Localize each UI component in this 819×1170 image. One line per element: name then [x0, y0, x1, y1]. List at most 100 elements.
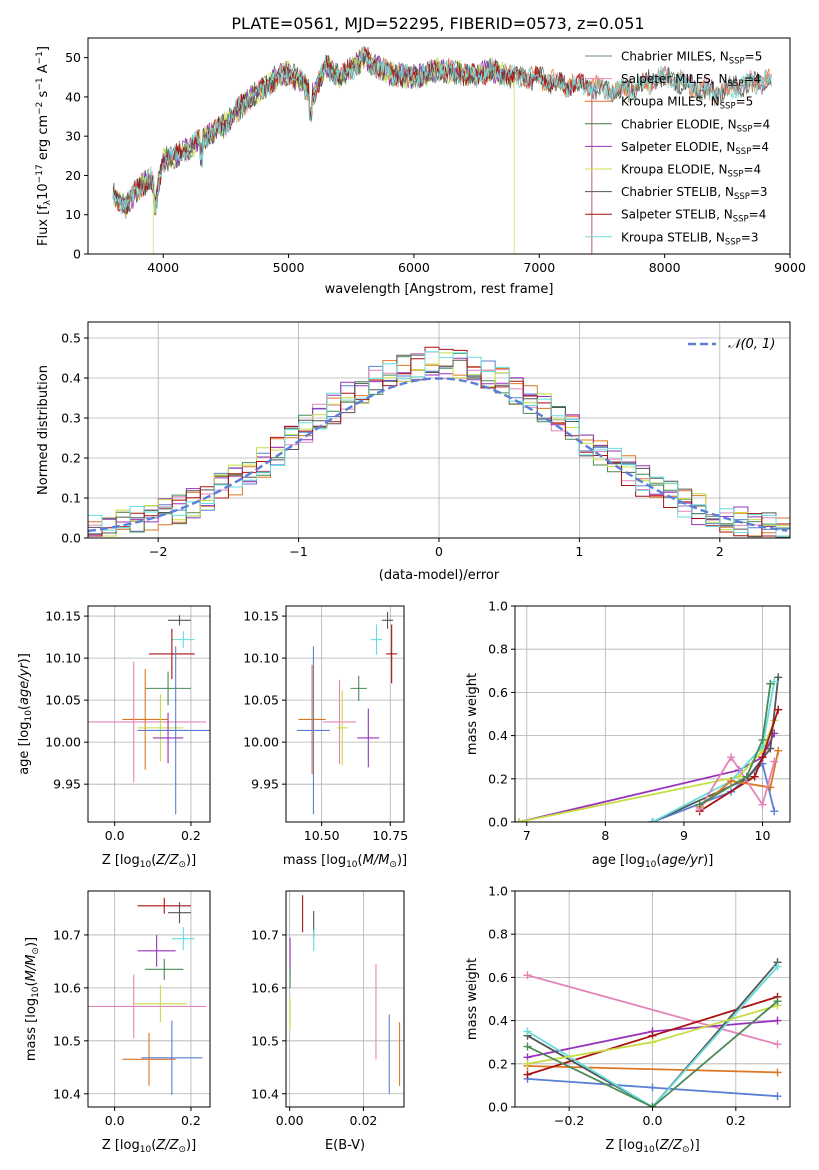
y-tick-label: 0.3 — [61, 411, 81, 426]
weight-series — [527, 974, 778, 1046]
weight-series — [699, 683, 772, 806]
y-tick-label: 0.0 — [61, 531, 81, 546]
errorbar-point — [137, 934, 176, 967]
y-tick-label: 10.10 — [45, 651, 81, 666]
y-tick-label: 10.7 — [251, 927, 279, 942]
x-tick-label: 0.2 — [181, 828, 201, 843]
y-tick-label: 10.05 — [45, 693, 81, 708]
figure-title: PLATE=0561, MJD=52295, FIBERID=0573, z=0… — [231, 14, 644, 33]
errorbar-point — [350, 675, 367, 701]
y-tick-label: 0.0 — [488, 815, 508, 830]
y-tick-label: 1.0 — [488, 884, 508, 899]
panel-residuals: −2 −1 0 1 2 0.0 0.1 0.2 0.3 0.4 0.5 𝒩(0, 1) (data-mo… — [36, 321, 791, 583]
panel-age-vs-mass: 10.50 10.75 9.95 10.00 10.05 10.10 10.15 mass [… — [243, 605, 408, 870]
errorbar-point — [88, 661, 207, 783]
legend-label: Chabrier STELIB, NSSP=3 — [621, 185, 768, 202]
errorbar-point — [133, 985, 188, 1023]
weight-series — [527, 961, 779, 1107]
y-tick-label: 10.05 — [243, 693, 279, 708]
x-tick-label: 5000 — [273, 260, 305, 275]
y-tick-label: 0.8 — [488, 927, 508, 942]
axes-frame — [87, 605, 211, 823]
weight-marker — [758, 800, 767, 809]
weight-series — [699, 750, 780, 808]
residual-histogram — [88, 346, 790, 538]
y-tick-label: 10.5 — [53, 1033, 81, 1048]
panel-age-vs-Z: 0.0 0.2 9.95 10.00 10.05 10.10 10.15 Z [log10(Z… — [17, 605, 211, 870]
weight-marker — [750, 772, 759, 781]
errorbar-point — [88, 974, 207, 1039]
x-tick-label: −0.2 — [554, 1113, 584, 1128]
weight-marker — [523, 1070, 532, 1079]
y-tick-label: 10.6 — [251, 980, 279, 995]
panel-spectrum: 4000 5000 6000 7000 8000 9000 0 10 20 30 40 50 Chabr… — [35, 37, 806, 297]
y-tick-label: 0.2 — [61, 451, 81, 466]
x-tick-label: 10 — [755, 828, 771, 843]
errorbar-point — [168, 902, 191, 924]
x-tick-label: 0.00 — [276, 1113, 304, 1128]
x-axis-label: Z [log10(Z/Z⊙)] — [102, 1138, 196, 1155]
errorbar-point — [336, 690, 348, 766]
legend-label: Kroupa ELODIE, NSSP=4 — [621, 163, 761, 180]
legend-label: Kroupa MILES, NSSP=5 — [621, 95, 753, 112]
panel-weight-vs-age: 7 8 9 10 0.0 0.2 0.4 0.6 0.8 1.0 mass weight age [l… — [465, 599, 791, 870]
weight-marker — [648, 818, 657, 822]
weight-marker — [770, 807, 779, 816]
errorbar-point — [145, 671, 191, 706]
weight-series — [518, 720, 776, 822]
plot-area — [88, 346, 790, 538]
x-axis-label: wavelength [Angstrom, rest frame] — [325, 282, 554, 297]
y-axis-label: Normed distribution — [36, 365, 51, 495]
x-tick-label: 8 — [601, 828, 609, 843]
weight-marker — [695, 800, 704, 809]
y-axis-label: age [log10(age/yr)] — [17, 653, 34, 775]
panel-mass-vs-Z: 0.0 0.2 10.4 10.5 10.6 10.7 Z [log10(Z/Z⊙)] mas… — [24, 890, 211, 1155]
y-tick-label: 9.95 — [251, 777, 279, 792]
plot-area — [523, 958, 782, 1107]
errorbar-point — [168, 615, 191, 626]
y-tick-label: 10 — [65, 207, 81, 222]
y-tick-label: 10.7 — [53, 927, 81, 942]
plot-area — [515, 673, 783, 822]
weight-marker — [648, 1038, 657, 1047]
plot-area — [296, 611, 398, 815]
x-tick-label: 0.0 — [105, 1113, 125, 1128]
spectrum-series — [112, 45, 772, 215]
y-tick-label: 20 — [65, 168, 81, 183]
y-tick-label: 50 — [65, 50, 81, 65]
plot-area — [289, 895, 401, 1094]
y-tick-label: 10.10 — [243, 651, 279, 666]
weight-marker — [766, 744, 775, 753]
x-tick-label: 8000 — [649, 260, 681, 275]
errorbar-point — [382, 611, 394, 629]
legend-label: Salpeter STELIB, NSSP=4 — [621, 208, 766, 225]
weight-marker — [773, 1092, 782, 1101]
errorbar-point — [171, 927, 195, 951]
x-tick-label: 0.0 — [105, 828, 125, 843]
spectrum-series — [115, 52, 515, 254]
axes-frame — [285, 890, 405, 1108]
weight-marker — [773, 962, 782, 971]
panel-weight-vs-Z: −0.2 0.0 0.2 0.0 0.2 0.4 0.6 0.8 1.0 mass weight Z… — [465, 884, 791, 1155]
residual-histogram — [88, 357, 790, 538]
plot-area — [88, 615, 210, 815]
errorbar-point — [386, 624, 398, 684]
y-tick-label: 0.4 — [488, 728, 508, 743]
y-tick-label: 9.95 — [53, 777, 81, 792]
x-tick-label: 10.75 — [372, 828, 408, 843]
x-axis-label: (data-model)/error — [379, 568, 500, 583]
axes-frame — [87, 890, 211, 1108]
errorbar-point — [137, 897, 191, 914]
weight-series — [652, 681, 776, 822]
x-axis-label: mass [log10(M/M⊙)] — [283, 853, 407, 870]
axes-frame — [514, 605, 791, 823]
errorbar-point — [122, 669, 169, 770]
errorbar-point — [296, 646, 330, 815]
x-tick-label: 0.2 — [726, 1113, 746, 1128]
y-tick-label: 0.6 — [488, 685, 508, 700]
x-tick-label: 0.2 — [181, 1113, 201, 1128]
errorbar-point — [145, 958, 184, 980]
y-axis-label: Flux [fλ10−17 erg cm−2 s−1 A−1] — [35, 46, 53, 246]
